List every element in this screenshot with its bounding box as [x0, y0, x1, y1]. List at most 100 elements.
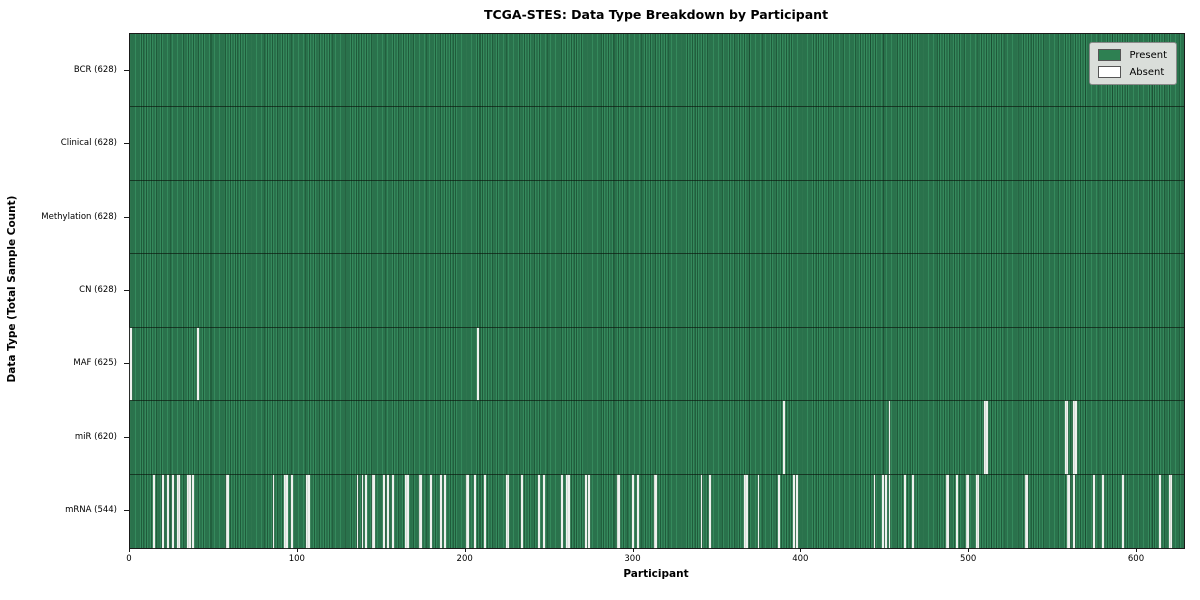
absent-marker [443, 474, 446, 548]
x-axis-label: Participant [623, 568, 689, 580]
legend: Present Absent [1089, 42, 1177, 85]
absent-marker [272, 474, 275, 548]
x-tick-label: 300 [624, 554, 641, 564]
absent-marker [477, 327, 480, 401]
absent-marker [1026, 474, 1029, 548]
absent-marker [777, 474, 780, 548]
present-swatch [1098, 49, 1122, 61]
absent-marker [371, 474, 374, 548]
absent-marker [616, 474, 619, 548]
absent-marker [888, 474, 891, 548]
absent-marker [284, 474, 287, 548]
absent-marker [566, 474, 569, 548]
absent-marker [568, 474, 570, 548]
absent-marker [709, 474, 711, 548]
legend-label-present: Present [1129, 49, 1167, 61]
absent-marker [965, 474, 968, 548]
row-band-clinical [130, 107, 1184, 181]
absent-marker [796, 474, 799, 548]
absent-marker [947, 474, 950, 548]
absent-marker [507, 474, 510, 548]
absent-marker [356, 474, 359, 548]
x-tick-mark [297, 548, 298, 552]
absent-marker [542, 474, 545, 548]
y-tick-mark [124, 143, 129, 144]
absent-marker [307, 474, 310, 548]
absent-marker [521, 474, 523, 548]
absent-marker [373, 474, 376, 548]
y-tick-label-cn: CN (628) [79, 285, 117, 295]
absent-marker [176, 474, 179, 548]
x-tick-mark [800, 548, 801, 552]
absent-marker [418, 474, 421, 548]
absent-marker [383, 474, 386, 548]
absent-marker [1064, 401, 1067, 474]
absent-marker [588, 474, 590, 548]
absent-marker [153, 474, 156, 548]
absent-marker [655, 474, 658, 548]
absent-marker [291, 474, 293, 548]
absent-marker [537, 474, 540, 548]
y-tick-label-maf: MAF (625) [73, 358, 117, 369]
x-tick-label: 600 [1127, 554, 1145, 564]
legend-item-absent: Absent [1098, 66, 1167, 78]
absent-marker [1101, 474, 1104, 548]
absent-marker [873, 474, 876, 548]
y-tick-mark [124, 290, 129, 291]
absent-marker [405, 474, 408, 548]
absent-marker [505, 474, 508, 548]
absent-marker [984, 401, 987, 474]
y-tick-label-methylation: Methylation (628) [41, 211, 117, 222]
absent-marker [888, 401, 891, 474]
absent-marker [631, 474, 634, 548]
absent-marker [171, 474, 174, 548]
absent-marker [484, 474, 486, 548]
absent-marker [187, 474, 189, 548]
absent-marker [561, 474, 564, 548]
absent-marker [286, 474, 288, 548]
absent-marker [977, 474, 980, 548]
x-tick-label: 400 [792, 554, 809, 564]
absent-marker [985, 401, 988, 474]
x-tick-label: 200 [456, 554, 473, 564]
absent-marker [1168, 474, 1171, 548]
row-band-methylation [130, 180, 1184, 255]
absent-marker [188, 474, 191, 548]
row-band-bcr [130, 34, 1184, 108]
row-band-maf [130, 327, 1184, 402]
x-tick-label: 100 [288, 554, 305, 564]
absent-swatch [1098, 66, 1122, 78]
absent-marker [881, 474, 884, 548]
absent-marker [306, 474, 309, 548]
x-tick-mark [633, 548, 634, 552]
absent-marker [1066, 474, 1069, 548]
y-tick-mark [124, 70, 129, 71]
absent-marker [1024, 474, 1027, 548]
absent-marker [161, 474, 164, 548]
absent-marker [467, 474, 470, 548]
absent-marker [197, 327, 199, 401]
absent-marker [885, 474, 888, 548]
y-tick-label-bcr: BCR (628) [73, 64, 117, 75]
row-band-mir [130, 401, 1184, 475]
absent-marker [912, 474, 914, 548]
absent-marker [792, 474, 795, 548]
absent-marker [420, 474, 423, 548]
legend-label-absent: Absent [1129, 66, 1165, 78]
absent-marker [166, 474, 169, 548]
absent-marker [1121, 474, 1124, 548]
x-tick-mark [1136, 548, 1137, 552]
absent-marker [903, 474, 906, 548]
absent-marker [192, 474, 194, 548]
legend-item-present: Present [1098, 49, 1167, 61]
absent-marker [636, 474, 639, 548]
x-tick-mark [465, 548, 466, 552]
absent-marker [440, 474, 443, 548]
absent-marker [744, 474, 747, 548]
absent-marker [1158, 474, 1161, 548]
absent-marker [945, 474, 948, 548]
y-tick-label-clinical: Clinical (628) [60, 138, 117, 149]
absent-marker [967, 474, 970, 548]
absent-marker [178, 474, 181, 548]
